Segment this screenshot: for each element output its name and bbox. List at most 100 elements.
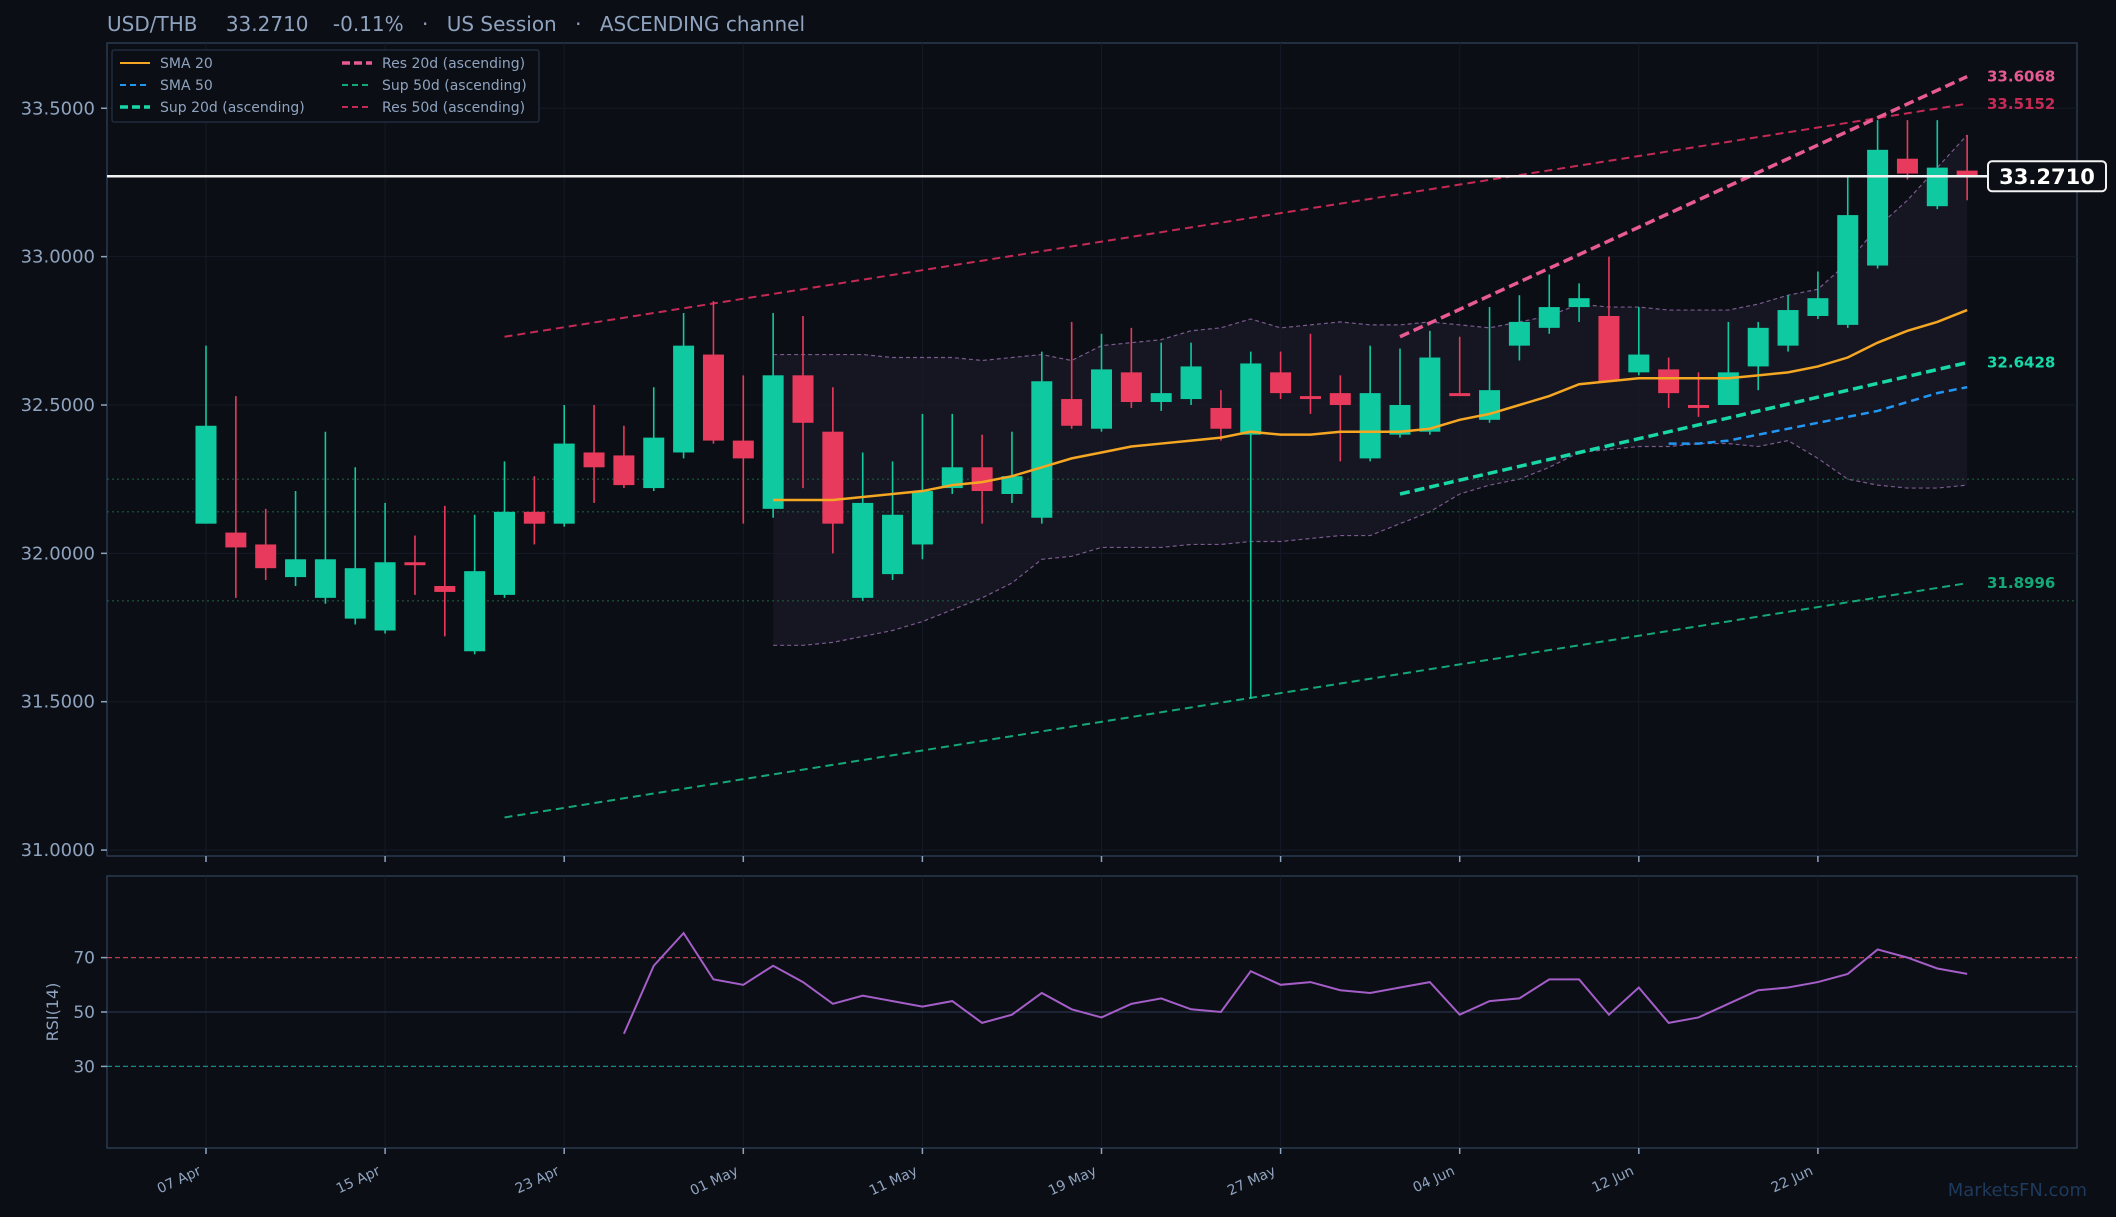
support-hlines	[107, 478, 2077, 602]
candle-body	[1240, 363, 1262, 435]
candle	[1031, 351, 1053, 524]
candle-body	[255, 544, 277, 569]
candle	[1747, 321, 1769, 391]
candle-body	[434, 585, 456, 592]
candle-body	[285, 559, 307, 578]
candle-body	[762, 375, 784, 509]
candle	[1628, 307, 1650, 376]
candle	[1240, 351, 1262, 699]
candle	[1210, 390, 1232, 441]
candle-body	[1359, 393, 1381, 459]
candle	[1956, 134, 1978, 201]
candle	[583, 404, 605, 503]
candle	[434, 505, 456, 637]
candle-body	[1508, 321, 1530, 346]
candle	[1270, 351, 1292, 400]
ytick-label: 33.0000	[21, 247, 95, 268]
rsi-ytick-label: 50	[73, 1003, 95, 1023]
candle-body	[613, 455, 635, 486]
candle-body	[1299, 396, 1321, 400]
bollinger-lower	[773, 439, 1968, 646]
xtick-label: 04 Jun	[1411, 1163, 1458, 1196]
ytick-label: 33.5000	[21, 98, 95, 119]
candle-body	[1091, 369, 1112, 429]
candle	[1538, 274, 1560, 334]
candle	[1717, 321, 1739, 405]
candle-body	[195, 425, 217, 524]
candle-body	[1867, 149, 1889, 266]
candle	[1688, 372, 1709, 417]
watermark: MarketsFN.com	[1948, 1180, 2087, 1201]
header-pair: USD/THB	[107, 12, 197, 36]
candle-body	[1896, 158, 1918, 174]
candle	[1419, 330, 1441, 435]
candle-body	[941, 467, 963, 489]
candle	[882, 461, 904, 581]
candle	[643, 387, 665, 492]
xtick-label: 01 May	[688, 1163, 741, 1199]
candle-body	[702, 354, 724, 441]
ytick-label: 32.0000	[21, 543, 95, 564]
rsi-y-axis: 70 50 30	[73, 949, 107, 1077]
trend-end-labels: 33.6068 33.5152 32.6428 31.8996	[1987, 68, 2055, 593]
candle	[553, 404, 575, 527]
candle	[1329, 375, 1351, 462]
moving-averages	[773, 308, 1968, 502]
candle	[852, 452, 874, 601]
legend-label: Sup 20d (ascending)	[160, 100, 305, 116]
candle-body	[1449, 393, 1471, 397]
candle	[762, 313, 784, 518]
xtick-label: 19 May	[1046, 1163, 1099, 1199]
candle	[1449, 336, 1471, 397]
candle	[1120, 327, 1142, 408]
legend: SMA 20 Res 20d (ascending) SMA 50 Sup 50d (…	[111, 49, 540, 123]
candle-body	[792, 375, 814, 423]
candle-body	[1389, 404, 1411, 435]
candle-body	[1031, 381, 1053, 518]
legend-box	[111, 49, 540, 123]
candle	[1150, 342, 1172, 411]
last-price-line: 33.2710	[107, 160, 2107, 193]
candle	[792, 315, 814, 489]
candle-body	[1538, 307, 1560, 328]
sma20-line	[773, 308, 1968, 502]
candle-body	[374, 562, 396, 631]
candle	[1001, 431, 1023, 503]
candle-body	[882, 514, 904, 575]
candle	[1598, 256, 1620, 382]
candle	[1180, 342, 1202, 405]
candle-body	[673, 345, 695, 453]
xtick-label: 07 Apr	[155, 1163, 204, 1197]
candle	[225, 396, 247, 598]
candle	[911, 413, 933, 560]
header-session: US Session	[447, 12, 557, 36]
candle	[1299, 333, 1321, 414]
price-y-axis: 31.0000 31.5000 32.0000 32.5000 33.0000 33.50…	[21, 98, 107, 861]
candle-body	[1568, 298, 1590, 308]
candle	[1807, 271, 1829, 319]
last-price-tag	[1987, 160, 2107, 193]
candle	[1389, 348, 1411, 438]
legend-label: Res 20d (ascending)	[382, 56, 525, 72]
rsi-polyline	[622, 931, 1968, 1035]
candle	[702, 301, 724, 444]
candle-body	[494, 511, 515, 595]
xtick-label: 12 Jun	[1590, 1163, 1637, 1196]
candle-body	[1807, 298, 1829, 316]
candle-body	[1150, 393, 1172, 403]
rsi-panel: 70 50 30 RSI(14)	[43, 875, 2078, 1149]
sup20-line	[1399, 360, 1968, 496]
header-change: -0.11%	[333, 12, 404, 36]
res50-end-label: 33.5152	[1987, 95, 2055, 113]
candle-body	[1777, 310, 1799, 346]
xtick-label: 11 May	[867, 1163, 920, 1199]
candle-body	[1628, 354, 1650, 373]
candle	[523, 476, 545, 545]
trend-lines	[504, 74, 1968, 819]
ytick-label: 31.5000	[21, 692, 95, 713]
candle	[1777, 295, 1799, 352]
candle-body	[822, 431, 844, 524]
last-price-value: 33.2710	[1999, 165, 2095, 189]
candle-body	[1001, 476, 1023, 495]
